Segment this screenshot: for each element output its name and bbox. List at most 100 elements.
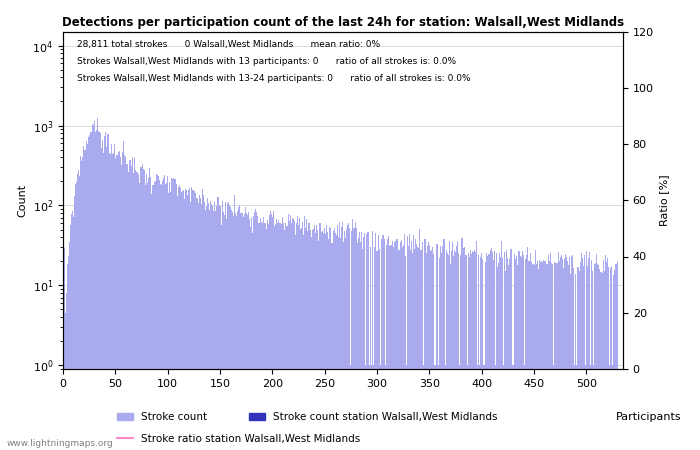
Bar bbox=[487, 256, 489, 450]
Bar bbox=[447, 253, 448, 450]
Bar bbox=[155, 174, 157, 450]
Bar bbox=[538, 269, 539, 450]
Bar bbox=[115, 158, 116, 450]
Bar bbox=[545, 261, 546, 450]
Bar bbox=[573, 268, 574, 450]
Bar bbox=[187, 195, 188, 450]
Bar bbox=[398, 250, 400, 450]
Bar bbox=[121, 165, 122, 450]
Bar bbox=[425, 239, 426, 450]
Bar bbox=[150, 177, 151, 450]
Bar bbox=[372, 231, 373, 450]
Bar bbox=[172, 179, 174, 450]
Bar bbox=[366, 234, 367, 450]
Bar bbox=[400, 240, 402, 450]
Bar bbox=[190, 202, 191, 450]
Bar bbox=[523, 255, 524, 450]
Bar bbox=[571, 256, 572, 450]
Bar bbox=[362, 249, 363, 450]
Bar bbox=[479, 365, 480, 450]
Bar bbox=[370, 247, 371, 450]
Bar bbox=[426, 253, 427, 450]
Bar bbox=[429, 244, 430, 450]
Bar bbox=[210, 201, 211, 450]
Bar bbox=[270, 211, 271, 450]
Bar bbox=[216, 206, 218, 450]
Bar bbox=[572, 255, 573, 450]
Bar bbox=[123, 141, 124, 450]
Bar bbox=[141, 167, 142, 450]
Bar bbox=[541, 261, 542, 450]
Bar bbox=[78, 170, 79, 450]
Bar bbox=[527, 247, 528, 450]
Y-axis label: Count: Count bbox=[17, 184, 27, 217]
Bar bbox=[411, 241, 412, 450]
Bar bbox=[394, 242, 395, 450]
Bar bbox=[174, 180, 176, 450]
Bar bbox=[595, 263, 596, 450]
Bar bbox=[544, 261, 545, 450]
Bar bbox=[279, 223, 280, 450]
Bar bbox=[504, 252, 505, 450]
Bar bbox=[440, 246, 442, 450]
Bar bbox=[280, 223, 281, 450]
Bar bbox=[273, 211, 274, 450]
Bar bbox=[146, 174, 147, 450]
Bar bbox=[296, 224, 297, 450]
Bar bbox=[197, 202, 199, 450]
Bar bbox=[122, 152, 123, 450]
Bar bbox=[373, 365, 374, 450]
Bar bbox=[442, 246, 444, 450]
Bar bbox=[248, 219, 250, 450]
Bar bbox=[345, 238, 346, 450]
Bar bbox=[542, 262, 543, 450]
Bar bbox=[358, 232, 360, 450]
Bar bbox=[485, 262, 486, 450]
Bar bbox=[423, 365, 424, 450]
Stroke ratio station Walsall,West Midlands bbox=[412, 366, 421, 372]
Bar bbox=[226, 219, 227, 450]
Bar bbox=[209, 210, 210, 450]
Bar bbox=[290, 223, 292, 450]
Bar bbox=[244, 207, 246, 450]
Bar bbox=[473, 252, 474, 450]
Bar bbox=[500, 257, 501, 450]
Bar bbox=[278, 220, 279, 450]
Bar bbox=[503, 365, 504, 450]
Bar bbox=[160, 184, 161, 450]
Bar bbox=[482, 260, 483, 450]
Bar bbox=[297, 216, 298, 450]
Bar bbox=[396, 239, 398, 450]
Bar bbox=[223, 212, 224, 450]
Bar bbox=[72, 211, 73, 450]
Bar bbox=[307, 231, 309, 450]
Bar bbox=[80, 157, 81, 450]
Bar bbox=[383, 235, 384, 450]
Bar bbox=[232, 212, 233, 450]
Bar bbox=[438, 365, 440, 450]
Bar bbox=[432, 247, 433, 450]
Bar bbox=[153, 182, 155, 450]
Bar bbox=[352, 219, 354, 450]
Bar bbox=[170, 192, 172, 450]
Bar bbox=[322, 231, 323, 450]
Bar bbox=[276, 219, 277, 450]
Bar bbox=[567, 261, 568, 450]
Bar bbox=[349, 228, 350, 450]
Bar bbox=[225, 202, 226, 450]
Bar bbox=[381, 239, 382, 450]
Bar bbox=[387, 239, 388, 450]
Bar bbox=[393, 248, 394, 450]
Bar bbox=[262, 223, 263, 450]
Bar bbox=[564, 260, 565, 450]
Bar bbox=[560, 257, 561, 450]
Bar bbox=[202, 189, 203, 450]
Bar bbox=[405, 256, 406, 450]
Bar bbox=[218, 197, 220, 450]
Text: Strokes Walsall,West Midlands with 13 participants: 0      ratio of all strokes : Strokes Walsall,West Midlands with 13 pa… bbox=[77, 57, 456, 66]
Stroke ratio station Walsall,West Midlands bbox=[174, 366, 182, 372]
Bar bbox=[536, 264, 537, 450]
Bar bbox=[303, 235, 304, 450]
Bar bbox=[524, 365, 525, 450]
Bar bbox=[336, 235, 337, 450]
